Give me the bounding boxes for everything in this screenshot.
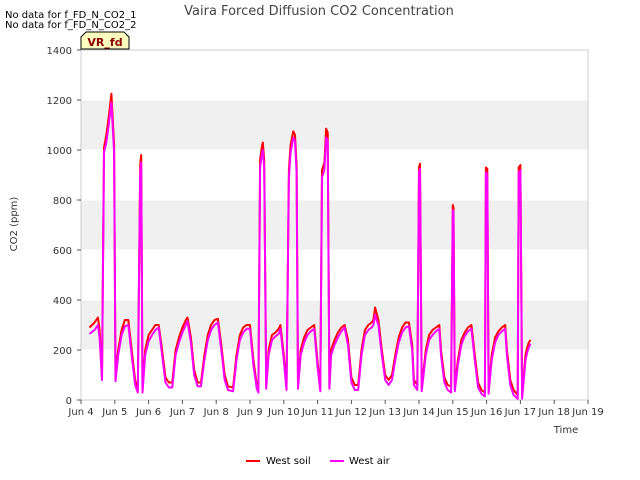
x-tick-label: Jun 8 xyxy=(203,407,229,418)
x-tick-label: Jun 17 xyxy=(504,407,537,418)
x-tick-label: Jun 13 xyxy=(368,407,401,418)
x-tick-label: Jun 6 xyxy=(135,407,161,418)
y-tick-label: 800 xyxy=(53,196,72,207)
plot-band xyxy=(81,100,588,150)
x-tick-label: Jun 12 xyxy=(335,407,368,418)
no-data-note-2: No data for f_FD_N_CO2_2 xyxy=(5,20,136,31)
legend-label-west-air: West air xyxy=(349,456,391,467)
y-tick-label: 600 xyxy=(53,246,72,257)
x-tick-label: Jun 18 xyxy=(537,407,570,418)
y-tick-label: 1000 xyxy=(47,146,72,157)
y-tick-label: 1200 xyxy=(47,96,72,107)
x-axis-label: Time xyxy=(553,425,578,436)
x-tick-label: Jun 16 xyxy=(470,407,503,418)
x-tick-label: Jun 11 xyxy=(301,407,334,418)
series-layer xyxy=(88,92,532,400)
x-tick-label: Jun 15 xyxy=(436,407,469,418)
site-badge-label: VR_fd xyxy=(87,36,122,49)
y-tick-label: 1400 xyxy=(47,46,72,57)
site-badge: VR_fd xyxy=(80,31,130,50)
y-tick-label: 400 xyxy=(53,296,72,307)
y-tick-label: 0 xyxy=(66,396,72,407)
series-line-west-air xyxy=(88,101,532,400)
x-tick-label: Jun 7 xyxy=(169,407,195,418)
plot-band xyxy=(81,200,588,250)
chart-title: Vaira Forced Diffusion CO2 Concentration xyxy=(184,4,454,19)
legend: West soil West air xyxy=(246,456,391,467)
no-data-note-1: No data for f_FD_N_CO2_1 xyxy=(5,10,136,21)
x-tick-label: Jun 14 xyxy=(402,407,435,418)
y-axis-ticks: 0 200 400 600 800 1000 1200 1400 xyxy=(47,46,81,407)
x-tick-label: Jun 19 xyxy=(571,407,604,418)
plot-background-bands xyxy=(81,100,588,350)
x-axis-ticks: Jun 4 Jun 5 Jun 6 Jun 7 Jun 8 Jun 9 Jun 10 Jun … xyxy=(67,400,604,418)
x-tick-label: Jun 9 xyxy=(236,407,262,418)
y-tick-label: 200 xyxy=(53,346,72,357)
site-badge-shape xyxy=(80,31,130,50)
x-tick-label: Jun 4 xyxy=(67,407,93,418)
plot-frame xyxy=(80,49,589,401)
x-tick-label: Jun 10 xyxy=(267,407,300,418)
x-tick-label: Jun 5 xyxy=(101,407,127,418)
y-axis-label: CO2 (ppm) xyxy=(9,197,20,252)
legend-label-west-soil: West soil xyxy=(266,456,311,467)
